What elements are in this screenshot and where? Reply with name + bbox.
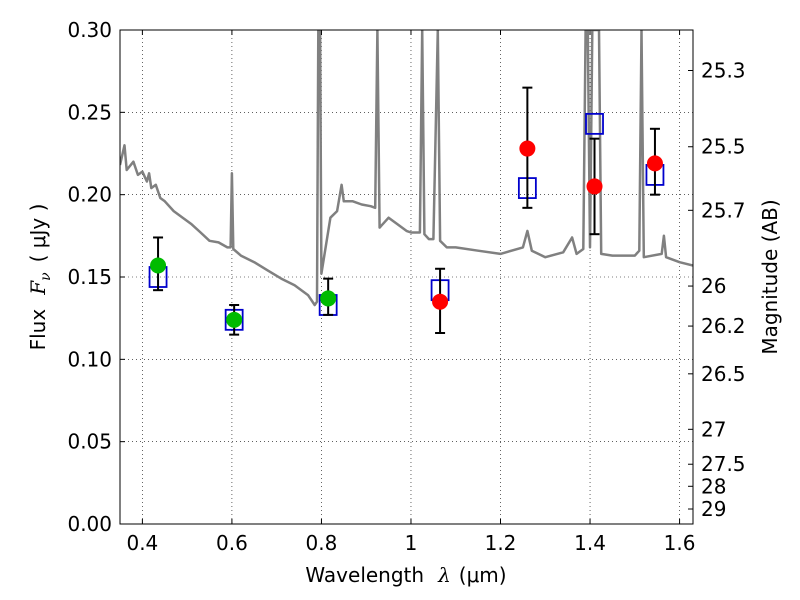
y2-tick-label: 25.7 [701,198,746,222]
y-axis-label: FluxFν( μJy ) [26,204,54,351]
axes: 0.4 0.6 0.8 1 1.2 1.4 1.6 0.00 0.05 0.10 0.15 0.20 0… [67,18,745,555]
observed-flux-point [646,155,663,172]
observed-flux-point [150,257,167,274]
x-tick-label: 0.6 [216,531,248,555]
y-tick-label: 0.10 [67,347,112,371]
x-tick-label: 1 [405,531,418,555]
grid [120,30,693,524]
x-tick-label: 1.2 [485,531,517,555]
y2-tick-label: 26.5 [701,362,746,386]
y-tick-label: 0.05 [67,430,112,454]
y2-tick-label: 26 [701,274,726,298]
observed-flux-point [519,140,536,157]
y2-tick-label: 27.5 [701,452,746,476]
y2-tick-label: 28 [701,474,726,498]
x-tick-label: 0.4 [126,531,158,555]
observed-flux-point [432,293,449,310]
y2-axis-label: Magnitude (AB) [758,199,782,354]
x-tick-label: 0.8 [306,531,338,555]
y-tick-label: 0.30 [67,18,112,42]
x-axis-label: Wavelength λ (μm) [305,563,506,587]
plot-frame [119,29,694,525]
x-tick-label: 1.6 [664,531,696,555]
y2-tick-label: 25.5 [701,135,746,159]
y2-tick-label: 26.2 [701,314,746,338]
plot-area [120,30,693,336]
observed-flux-point [586,178,603,195]
model-spectrum-line [120,30,693,307]
observed-flux-point [320,290,337,307]
y2-tick-label: 27 [701,417,726,441]
y-tick-label: 0.15 [67,265,112,289]
y-tick-label: 0.25 [67,100,112,124]
y-tick-label: 0.00 [67,512,112,536]
x-tick-label: 1.4 [574,531,606,555]
y2-tick-label: 25.3 [701,59,746,83]
model-photometry-square [585,112,604,135]
observed-flux-point [226,311,243,328]
y2-tick-label: 29 [701,497,726,521]
y-tick-label: 0.20 [67,183,112,207]
